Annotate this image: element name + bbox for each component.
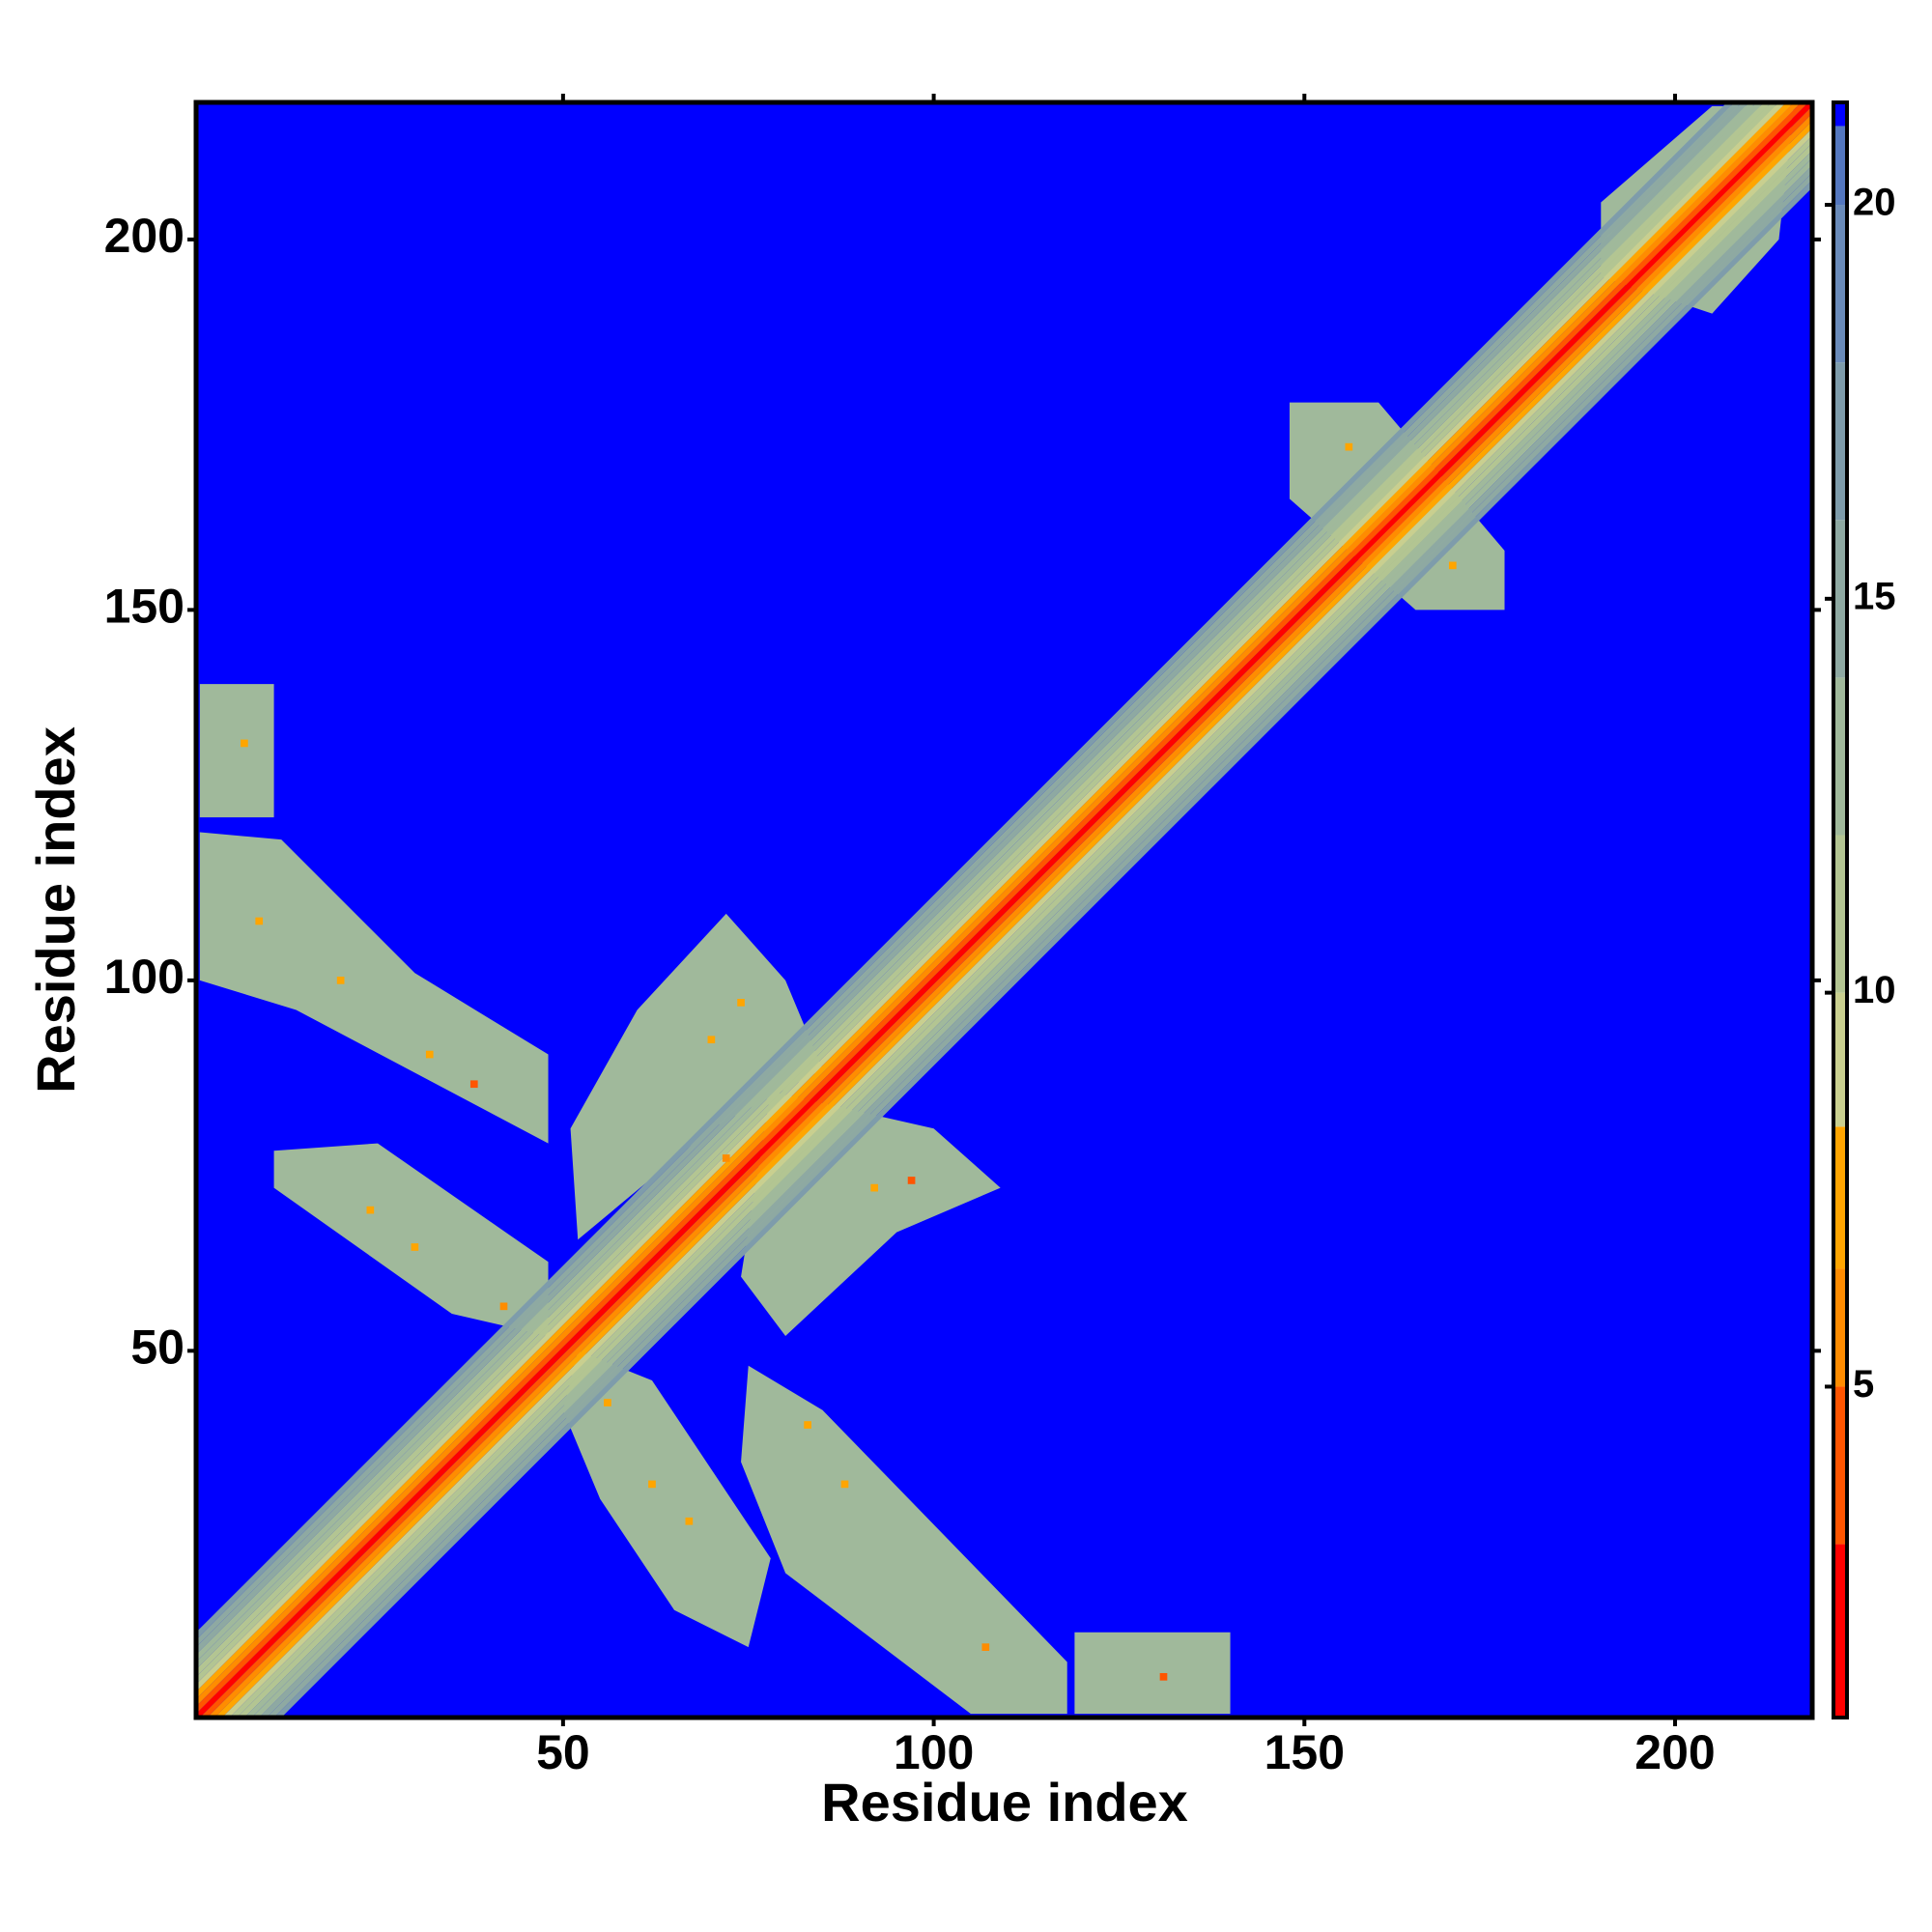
- colorbar-segment: [1833, 992, 1847, 1127]
- contact-spot: [981, 1643, 990, 1651]
- x-tick-label: 100: [894, 1725, 974, 1779]
- colorbar-tick-label: 20: [1853, 182, 1896, 224]
- contact-spot: [907, 1177, 916, 1184]
- contact-patch: [562, 1350, 771, 1648]
- contact-spot: [336, 977, 345, 984]
- contact-spot: [707, 1036, 716, 1044]
- colorbar-tick-label: 10: [1853, 969, 1896, 1011]
- contact-spot: [1159, 1672, 1168, 1681]
- diagonal-band: [196, 102, 1802, 1707]
- contact-spot: [1345, 442, 1353, 451]
- contact-patch: [273, 1143, 549, 1337]
- contact-spot: [469, 1080, 478, 1089]
- contact-spot: [241, 739, 248, 748]
- contact-spot: [255, 917, 264, 925]
- contact-spot: [870, 1183, 879, 1192]
- contact-patch: [199, 832, 549, 1144]
- contact-patch: [199, 684, 274, 818]
- y-tick-label: 50: [130, 1321, 185, 1375]
- colorbar-tick-label: 15: [1853, 575, 1896, 617]
- colorbar-segment: [1833, 1126, 1847, 1269]
- contact-spot: [425, 1050, 434, 1059]
- colorbar-segment: [1833, 677, 1847, 836]
- contact-patch: [570, 913, 823, 1240]
- x-tick-label: 150: [1264, 1725, 1345, 1779]
- diagonal-band: [221, 128, 1812, 1718]
- y-axis-title: Residue index: [25, 726, 86, 1094]
- contact-patch: [741, 1365, 1067, 1715]
- diagonal-band: [259, 165, 1812, 1718]
- contact-spot: [648, 1480, 656, 1489]
- contact-spot: [722, 1154, 730, 1162]
- y-tick-label: 150: [104, 580, 185, 634]
- colorbar-segment: [1833, 1268, 1847, 1387]
- colorbar-frame: [1832, 100, 1849, 1719]
- colorbar-tick-label: 5: [1853, 1363, 1874, 1406]
- x-axis-title: Residue index: [821, 1772, 1188, 1833]
- colorbar-segment: [1833, 102, 1847, 127]
- colorbar-segment: [1833, 835, 1847, 993]
- plot-frame: [193, 99, 1815, 1720]
- contact-spot: [604, 1399, 611, 1406]
- contact-spot: [366, 1206, 375, 1214]
- colorbar-segment: [1833, 520, 1847, 678]
- x-tick-label: 50: [536, 1725, 590, 1779]
- colorbar-segment: [1833, 126, 1847, 206]
- contact-spot: [411, 1243, 419, 1251]
- contact-patch: [1074, 1632, 1231, 1715]
- x-tick-label: 200: [1634, 1725, 1715, 1779]
- diagonal-band: [196, 102, 1812, 1718]
- colorbar-segment: [1833, 362, 1847, 521]
- colorbar-segment: [1833, 1386, 1847, 1545]
- contact-spot: [840, 1480, 849, 1489]
- contact-spot: [685, 1517, 694, 1525]
- contact-spot: [804, 1421, 811, 1429]
- contact-spot: [737, 999, 745, 1007]
- plot-area: [196, 102, 1812, 1718]
- colorbar-segment: [1833, 205, 1847, 363]
- colorbar-segment: [1833, 1544, 1847, 1718]
- contact-spot: [1448, 561, 1457, 570]
- contact-spot: [499, 1302, 508, 1311]
- y-tick-label: 100: [104, 950, 185, 1004]
- y-tick-label: 200: [104, 209, 185, 263]
